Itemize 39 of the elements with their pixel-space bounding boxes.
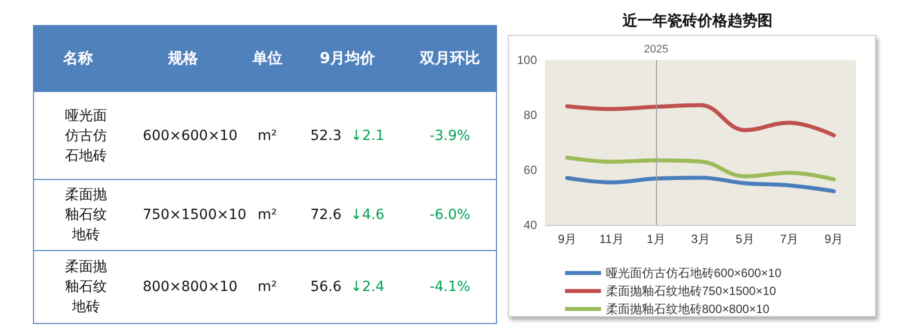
- text: m²: [258, 207, 277, 223]
- y-tick-label: 80: [524, 108, 538, 122]
- y-tick-label: 60: [524, 163, 538, 177]
- text: -6.0%: [430, 207, 470, 223]
- text: m²: [258, 128, 277, 144]
- category-label: 9月均价: [291, 26, 404, 92]
- text: 600×600×10: [142, 128, 238, 144]
- y-tick-label: 40: [524, 218, 538, 232]
- legend-label: 柔面抛釉石纹地砖800×800×10: [606, 302, 770, 316]
- text: -4.1%: [430, 279, 470, 295]
- x-tick-label: 5月: [736, 232, 754, 246]
- x-tick-label: 9月: [558, 232, 577, 246]
- category-label: 名称: [34, 26, 122, 92]
- text: 72.6 ↓4.6: [310, 207, 384, 223]
- text: 52.3 ↓2.1: [310, 128, 384, 144]
- category-label: 双月环比: [404, 26, 496, 92]
- text: m²: [258, 279, 277, 295]
- category-label: 单位: [244, 26, 292, 92]
- text: 800×800×10: [142, 279, 238, 295]
- x-tick-label: 3月: [691, 232, 710, 246]
- x-tick-label: 11月: [599, 232, 624, 246]
- chart-title: 近一年瓷砖价格趋势图: [622, 12, 772, 30]
- line-series: [565, 176, 836, 194]
- text: 750×1500×10: [142, 207, 246, 223]
- y-tick-label: 100: [516, 53, 538, 67]
- legend-label: 哑光面仿古仿石地砖600×600×10: [606, 266, 782, 280]
- legend-label: 柔面抛釉石纹地砖750×1500×10: [606, 284, 776, 298]
- x-tick-label: 9月: [824, 232, 844, 246]
- line-series: [565, 103, 836, 138]
- text: 柔面抛釉石纹地砖: [65, 259, 107, 315]
- line-series: [565, 156, 836, 182]
- text: 哑光面仿古仿石地砖: [65, 108, 107, 164]
- ref-line-label: 2025: [644, 44, 668, 56]
- category-label: 规格: [122, 26, 244, 92]
- text: -3.9%: [430, 128, 470, 144]
- x-tick-label: 1月: [646, 232, 666, 246]
- x-tick-label: 7月: [780, 232, 799, 246]
- text: 柔面抛釉石纹地砖: [65, 187, 107, 243]
- text: 56.6 ↓2.4: [310, 279, 384, 295]
